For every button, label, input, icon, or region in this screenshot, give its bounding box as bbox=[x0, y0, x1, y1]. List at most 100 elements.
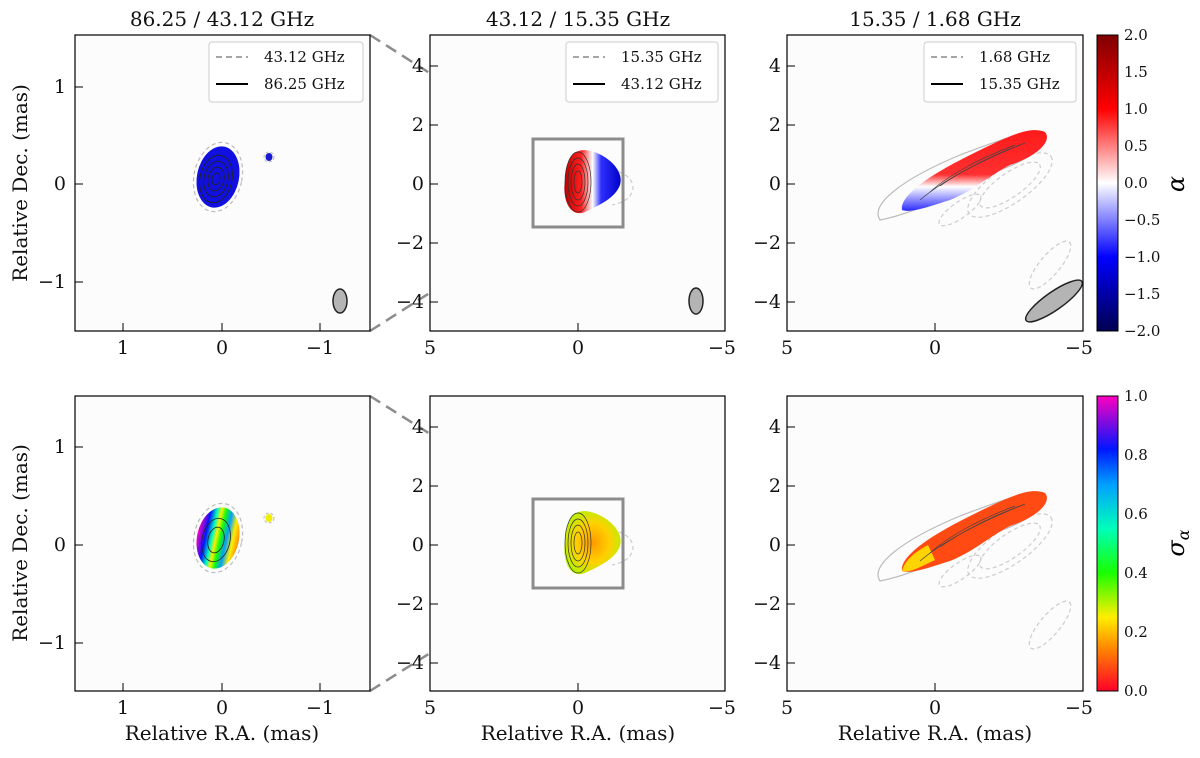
ytick-15-1-0: 0 bbox=[769, 173, 781, 195]
xlabel-middle: Relative R.A. (mas) bbox=[481, 721, 675, 745]
panel-title-86-43: 86.25 / 43.12 GHz bbox=[130, 7, 314, 31]
cbar-sigma-label-sub: α bbox=[1174, 529, 1193, 540]
cbar-alpha-tick-2.0: 2.0 bbox=[1124, 26, 1148, 44]
cbar-sigma-tick-0.4: 0.4 bbox=[1124, 564, 1148, 582]
ytick-s15-4: 4 bbox=[769, 416, 781, 438]
ytick-86-43-m1: −1 bbox=[38, 271, 66, 293]
sigma-core-43-15 bbox=[564, 511, 621, 575]
cbar-alpha-tick-0.0: 0.0 bbox=[1124, 174, 1148, 192]
ytick-15-1-2: 2 bbox=[769, 114, 781, 136]
ytick-15-1-m2: −2 bbox=[753, 232, 781, 254]
ytick-s43-m2: −2 bbox=[396, 593, 424, 615]
ytick-43-15-2: 2 bbox=[412, 114, 424, 136]
colorbar-alpha: 2.0 1.5 1.0 0.5 0.0 −0.5 −1.0 −1.5 −2.0 … bbox=[1096, 26, 1190, 340]
ytick-s86-m1: −1 bbox=[38, 632, 66, 654]
xtick-s43-0: 0 bbox=[572, 697, 584, 719]
cbar-sigma-tick-0.6: 0.6 bbox=[1124, 505, 1148, 523]
cbar-alpha-tick-1.5: 1.5 bbox=[1124, 63, 1148, 81]
xtick-s43-m5: −5 bbox=[708, 697, 736, 719]
legend-43-15: 15.35 GHz 43.12 GHz bbox=[565, 41, 719, 103]
cbar-alpha-tick-m1.0: −1.0 bbox=[1124, 248, 1160, 266]
xtick-s43-5: 5 bbox=[424, 697, 436, 719]
sigma-jet-15-1 bbox=[901, 491, 1047, 572]
legend-label-86-solid: 86.25 GHz bbox=[264, 75, 345, 93]
xlabel-right: Relative R.A. (mas) bbox=[838, 721, 1032, 745]
legend-label-15-solid: 15.35 GHz bbox=[979, 75, 1060, 93]
ytick-15-1-m4: −4 bbox=[753, 291, 781, 313]
ytick-s86-0: 0 bbox=[54, 534, 66, 556]
cbar-sigma-tick-1.0: 1.0 bbox=[1124, 387, 1148, 405]
ytick-s43-4: 4 bbox=[412, 416, 424, 438]
xlabel-left: Relative R.A. (mas) bbox=[125, 721, 319, 745]
legend-label-43-dashed: 43.12 GHz bbox=[264, 48, 345, 66]
ytick-s15-m4: −4 bbox=[753, 652, 781, 674]
panel-alpha-86-43: 43.12 GHz 86.25 GHz 86.25 / 43.12 GHz 1 … bbox=[8, 7, 371, 359]
ytick-43-15-0: 0 bbox=[412, 173, 424, 195]
xtick-s15-0: 0 bbox=[929, 697, 941, 719]
cbar-sigma-label-main: σ bbox=[1162, 540, 1190, 557]
beam-43-15 bbox=[688, 287, 704, 315]
xtick-43-15-0: 0 bbox=[572, 337, 584, 359]
ytick-s15-m2: −2 bbox=[753, 593, 781, 615]
legend-15-1: 1.68 GHz 15.35 GHz bbox=[923, 41, 1077, 103]
cbar-alpha-tick-m2.0: −2.0 bbox=[1124, 322, 1160, 340]
xtick-15-1-0: 0 bbox=[929, 337, 941, 359]
ytick-15-1-4: 4 bbox=[769, 55, 781, 77]
legend-label-1-dashed: 1.68 GHz bbox=[979, 48, 1050, 66]
panel-title-43-15: 43.12 / 15.35 GHz bbox=[486, 7, 670, 31]
colorbar-sigma: 1.0 0.8 0.6 0.4 0.2 0.0 σα bbox=[1096, 387, 1193, 700]
cbar-alpha-tick-m1.5: −1.5 bbox=[1124, 285, 1160, 303]
ytick-s15-0: 0 bbox=[769, 534, 781, 556]
xtick-s86-m1: −1 bbox=[306, 697, 334, 719]
cbar-alpha-tick-0.5: 0.5 bbox=[1124, 137, 1148, 155]
ytick-s43-2: 2 bbox=[412, 475, 424, 497]
ytick-86-43-1: 1 bbox=[54, 76, 66, 98]
legend-label-15-dashed: 15.35 GHz bbox=[621, 48, 702, 66]
jet-emission-15-1 bbox=[877, 130, 1047, 221]
ytick-43-15-4: 4 bbox=[412, 55, 424, 77]
panel-title-15-1: 15.35 / 1.68 GHz bbox=[849, 7, 1021, 31]
jet-emission-43-15 bbox=[564, 150, 634, 214]
ylabel-top: Relative Dec. (mas) bbox=[8, 84, 32, 282]
xtick-s15-5: 5 bbox=[781, 697, 793, 719]
ytick-s43-0: 0 bbox=[412, 534, 424, 556]
jet-emission-86-43 bbox=[192, 141, 275, 213]
ytick-s86-1: 1 bbox=[54, 436, 66, 458]
legend-86-43: 43.12 GHz 86.25 GHz bbox=[208, 41, 364, 103]
ylabel-bottom: Relative Dec. (mas) bbox=[8, 444, 32, 642]
ytick-43-15-m2: −2 bbox=[396, 232, 424, 254]
ytick-43-15-m4: −4 bbox=[396, 291, 424, 313]
xtick-15-1-m5: −5 bbox=[1065, 337, 1093, 359]
panel-sigma-43-15: 4 2 0 −2 −4 5 0 −5 Relative R.A. (mas) bbox=[396, 395, 736, 745]
cbar-alpha-label: α bbox=[1162, 176, 1190, 192]
xtick-s15-m5: −5 bbox=[1065, 697, 1093, 719]
ytick-86-43-0: 0 bbox=[54, 173, 66, 195]
cbar-sigma-tick-0.8: 0.8 bbox=[1124, 446, 1148, 464]
cbar-alpha-tick-1.0: 1.0 bbox=[1124, 100, 1148, 118]
xtick-43-15-m5: −5 bbox=[708, 337, 736, 359]
ytick-s15-2: 2 bbox=[769, 475, 781, 497]
xtick-86-43-1: 1 bbox=[117, 337, 129, 359]
xtick-s86-0: 0 bbox=[216, 697, 228, 719]
sigma-core-86-43 bbox=[196, 507, 240, 569]
panel-alpha-15-1: 1.68 GHz 15.35 GHz 15.35 / 1.68 GHz 4 2 … bbox=[753, 7, 1093, 359]
xtick-15-1-5: 5 bbox=[781, 337, 793, 359]
zoom-box-sigma-43-15 bbox=[531, 497, 625, 590]
beam-15-1 bbox=[1024, 279, 1083, 323]
cbar-sigma-tick-0.2: 0.2 bbox=[1124, 623, 1148, 641]
panel-sigma-15-1: 4 2 0 −2 −4 5 0 −5 Relative R.A. (mas) bbox=[753, 395, 1093, 745]
xtick-86-43-m1: −1 bbox=[306, 337, 334, 359]
cbar-alpha-tick-m0.5: −0.5 bbox=[1124, 211, 1160, 229]
cbar-sigma-label: σα bbox=[1162, 529, 1193, 556]
ytick-s43-m4: −4 bbox=[396, 652, 424, 674]
xtick-s86-1: 1 bbox=[117, 697, 129, 719]
zoom-box-43-15 bbox=[531, 137, 625, 229]
xtick-43-15-5: 5 bbox=[424, 337, 436, 359]
panel-alpha-43-15: 15.35 GHz 43.12 GHz 43.12 / 15.35 GHz 4 … bbox=[396, 7, 736, 359]
sigma-knot-86-43 bbox=[265, 514, 273, 522]
cbar-sigma-tick-0.0: 0.0 bbox=[1124, 682, 1148, 700]
panel-sigma-86-43: 1 0 −1 1 0 −1 Relative Dec. (mas) Relati… bbox=[8, 395, 371, 745]
beam-86-43 bbox=[332, 288, 348, 314]
xtick-86-43-0: 0 bbox=[216, 337, 228, 359]
